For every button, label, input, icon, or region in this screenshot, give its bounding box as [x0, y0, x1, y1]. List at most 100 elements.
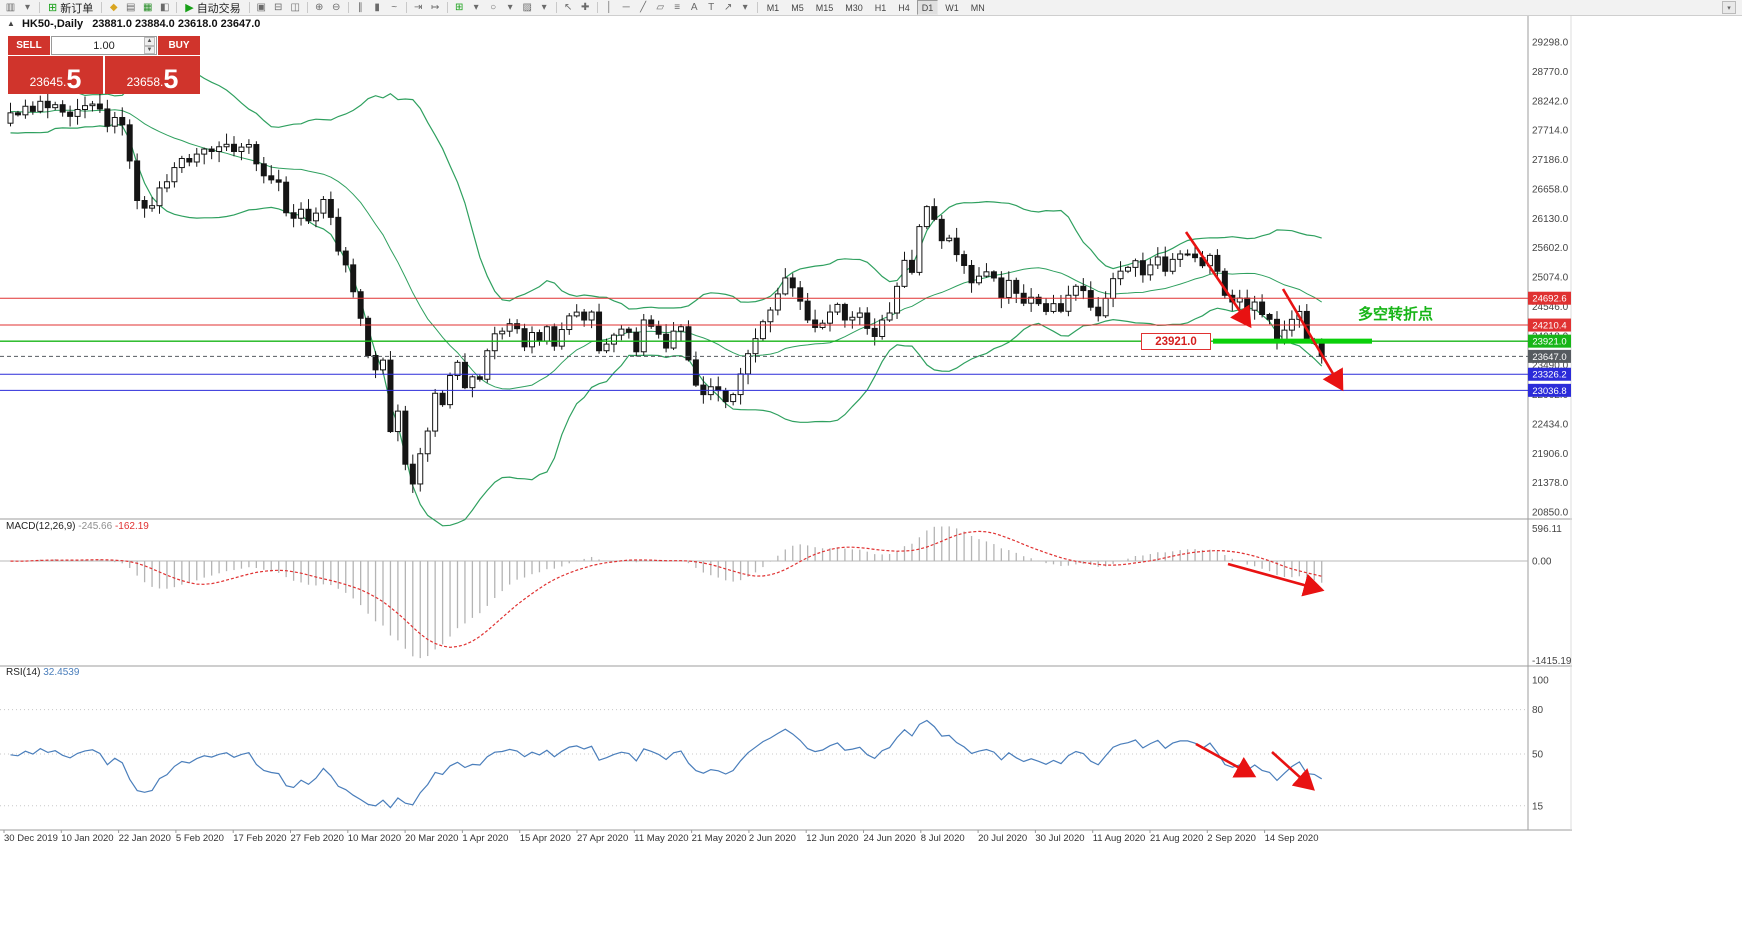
arrows-dropdown-icon[interactable]: ▾ — [737, 1, 754, 15]
price-level-flag: 23921.0 — [1141, 333, 1211, 350]
new-chart-icon[interactable]: ▥ — [2, 1, 19, 15]
x-axis-label: 8 Jul 2020 — [921, 833, 965, 844]
timeframe-button-m5[interactable]: M5 — [791, 2, 804, 13]
templates-dropdown-icon[interactable]: ▾ — [536, 1, 553, 15]
cursor-icon[interactable]: ↖ — [560, 1, 577, 15]
navigator-icon[interactable]: ◧ — [156, 1, 173, 15]
toolbar-separator — [101, 2, 103, 13]
bollinger-bands — [10, 57, 1323, 527]
svg-text:80: 80 — [1532, 705, 1544, 716]
arrows-icon[interactable]: ↗ — [720, 1, 737, 15]
sell-price-panel[interactable]: 23645. 5 — [8, 56, 103, 94]
tile-horizontal-icon[interactable]: ⊟ — [270, 1, 287, 15]
label-icon[interactable]: T — [703, 1, 720, 15]
toolbar-separator — [39, 2, 40, 13]
timeframe-button-h4[interactable]: H4 — [898, 2, 910, 13]
rsi-trend-arrow[interactable] — [1271, 751, 1315, 791]
filter-icon[interactable]: ◆ — [105, 1, 122, 15]
oneclick-collapse-icon[interactable]: ▲ — [7, 19, 15, 28]
cascade-windows-icon[interactable]: ▣ — [253, 1, 270, 15]
buy-price-panel[interactable]: 23658. 5 — [105, 56, 200, 94]
one-click-trading-panel: SELL 1.00 ▲ ▼ BUY 23645. 5 23658. 5 — [8, 36, 200, 94]
timeframe-button-h1[interactable]: H1 — [874, 2, 887, 13]
y-axis-label: 28242.0 — [1532, 96, 1569, 107]
volume-up-icon[interactable]: ▲ — [144, 37, 155, 46]
price-tag-label: 24692.6 — [1532, 294, 1566, 305]
timeframe-button-m1[interactable]: M1 — [766, 2, 780, 13]
svg-text:596.11: 596.11 — [1532, 524, 1562, 535]
indicators-icon[interactable]: ⊞ — [451, 1, 468, 15]
price-tag — [1528, 367, 1571, 381]
crosshair-icon[interactable]: ✚ — [577, 1, 594, 15]
candlestick-chart-icon[interactable]: ▮ — [369, 1, 386, 15]
timeframe-button-m15[interactable]: M15 — [815, 2, 834, 13]
data-window-icon-glyph: ▦ — [142, 2, 153, 13]
zoom-out-icon-glyph: ⊖ — [331, 2, 341, 13]
text-icon[interactable]: A — [686, 1, 703, 15]
x-axis-label: 21 Aug 2020 — [1150, 833, 1203, 844]
crosshair-icon-glyph: ✚ — [580, 2, 590, 13]
price-tag — [1528, 383, 1571, 397]
y-axis-label: 26658.0 — [1532, 184, 1569, 195]
vertical-line-icon-glyph: │ — [606, 2, 613, 13]
y-axis-label: 29298.0 — [1532, 38, 1569, 49]
price-trend-arrow[interactable] — [1184, 231, 1252, 329]
horizontal-lines[interactable]: 多空转折点 — [0, 297, 1528, 391]
volume-down-icon[interactable]: ▼ — [144, 45, 155, 54]
timeframe-button-w1[interactable]: W1 — [945, 2, 959, 13]
x-axis-label: 10 Mar 2020 — [348, 833, 401, 844]
periods-dropdown-icon[interactable]: ▾ — [502, 1, 519, 15]
symbol-period-title: HK50-,Daily — [21, 18, 84, 30]
rsi-line — [10, 719, 1323, 809]
templates-icon[interactable]: ▨ — [519, 1, 536, 15]
auto-scroll-icon[interactable]: ⇥ — [410, 1, 427, 15]
volume-field[interactable]: 1.00 ▲ ▼ — [51, 36, 157, 55]
market-watch-icon[interactable]: ▤ — [122, 1, 139, 15]
tile-vertical-icon[interactable]: ◫ — [287, 1, 304, 15]
trend-arrows[interactable] — [1184, 231, 1344, 791]
zoom-in-icon[interactable]: ⊕ — [311, 1, 328, 15]
data-window-icon[interactable]: ▦ — [139, 1, 156, 15]
zoom-in-icon-glyph: ⊕ — [314, 2, 324, 13]
periods-icon[interactable]: ○ — [485, 1, 502, 15]
buy-button[interactable]: BUY — [158, 36, 200, 55]
toolbar-separator — [176, 2, 178, 13]
sell-button[interactable]: SELL — [8, 36, 50, 55]
sell-price-big: 5 — [66, 64, 82, 95]
fibonacci-icon[interactable]: ≡ — [669, 1, 686, 15]
auto-trading-button[interactable]: ▶ 自动交易 — [180, 1, 245, 15]
horizontal-line-icon[interactable]: ─ — [618, 1, 635, 15]
trendline-icon[interactable]: ╱ — [635, 1, 652, 15]
timeframe-button-d1[interactable]: D1 — [916, 0, 939, 15]
new-order-button[interactable]: ⊞ 新订单 — [43, 1, 98, 15]
rsi-trend-arrow[interactable] — [1195, 742, 1257, 778]
chart-canvas[interactable]: 29298.0 28770.0 28242.0 27714.0 27186.0 26658… — [0, 16, 1572, 846]
text-icon-glyph: A — [690, 2, 698, 13]
indicators-dropdown-icon[interactable]: ▾ — [468, 1, 485, 15]
timeframe-button-m30[interactable]: M30 — [845, 2, 863, 13]
svg-text:0.00: 0.00 — [1532, 557, 1552, 568]
profiles-dropdown-icon[interactable]: ▾ — [19, 1, 36, 15]
y-axis-label: 25602.0 — [1532, 243, 1569, 254]
y-axis-label: 21906.0 — [1532, 449, 1569, 460]
periods-icon-glyph: ○ — [490, 2, 497, 13]
chart-shift-icon[interactable]: ↦ — [427, 1, 444, 15]
zoom-out-icon[interactable]: ⊖ — [328, 1, 345, 15]
x-axis-label: 15 Apr 2020 — [520, 833, 571, 844]
toolbar-separator — [555, 2, 557, 13]
line-chart-icon[interactable]: ~ — [386, 1, 403, 15]
rsi-label: RSI(14) 32.4539 — [6, 667, 80, 678]
timeframe-button-mn[interactable]: MN — [970, 2, 985, 13]
channel-icon[interactable]: ▱ — [652, 1, 669, 15]
bb-upper — [10, 57, 1322, 310]
macd-trend-arrow[interactable] — [1227, 562, 1325, 597]
toolbar-separator — [347, 2, 349, 13]
macd-signal-line — [10, 530, 1322, 648]
price-trend-arrow[interactable] — [1281, 288, 1344, 392]
price-tag — [1528, 318, 1571, 332]
toolbar-overflow-icon[interactable]: ▾ — [1722, 1, 1736, 14]
arrows-icon-glyph: ↗ — [723, 2, 733, 13]
vertical-line-icon[interactable]: │ — [601, 1, 618, 15]
bar-chart-icon[interactable]: ∥ — [352, 1, 369, 15]
trendline-icon-glyph: ╱ — [640, 2, 647, 13]
